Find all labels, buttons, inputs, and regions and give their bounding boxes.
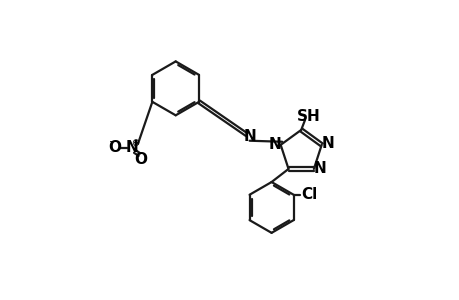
Text: ⊕: ⊕ xyxy=(131,138,140,148)
Text: N: N xyxy=(243,129,255,144)
Text: N: N xyxy=(125,140,138,155)
Text: SH: SH xyxy=(297,109,320,124)
Text: Cl: Cl xyxy=(300,187,316,202)
Text: N: N xyxy=(321,136,334,151)
Text: O: O xyxy=(134,152,147,167)
Text: −: − xyxy=(109,137,117,147)
Text: N: N xyxy=(269,137,281,152)
Text: O: O xyxy=(108,140,121,155)
Text: N: N xyxy=(313,161,326,176)
